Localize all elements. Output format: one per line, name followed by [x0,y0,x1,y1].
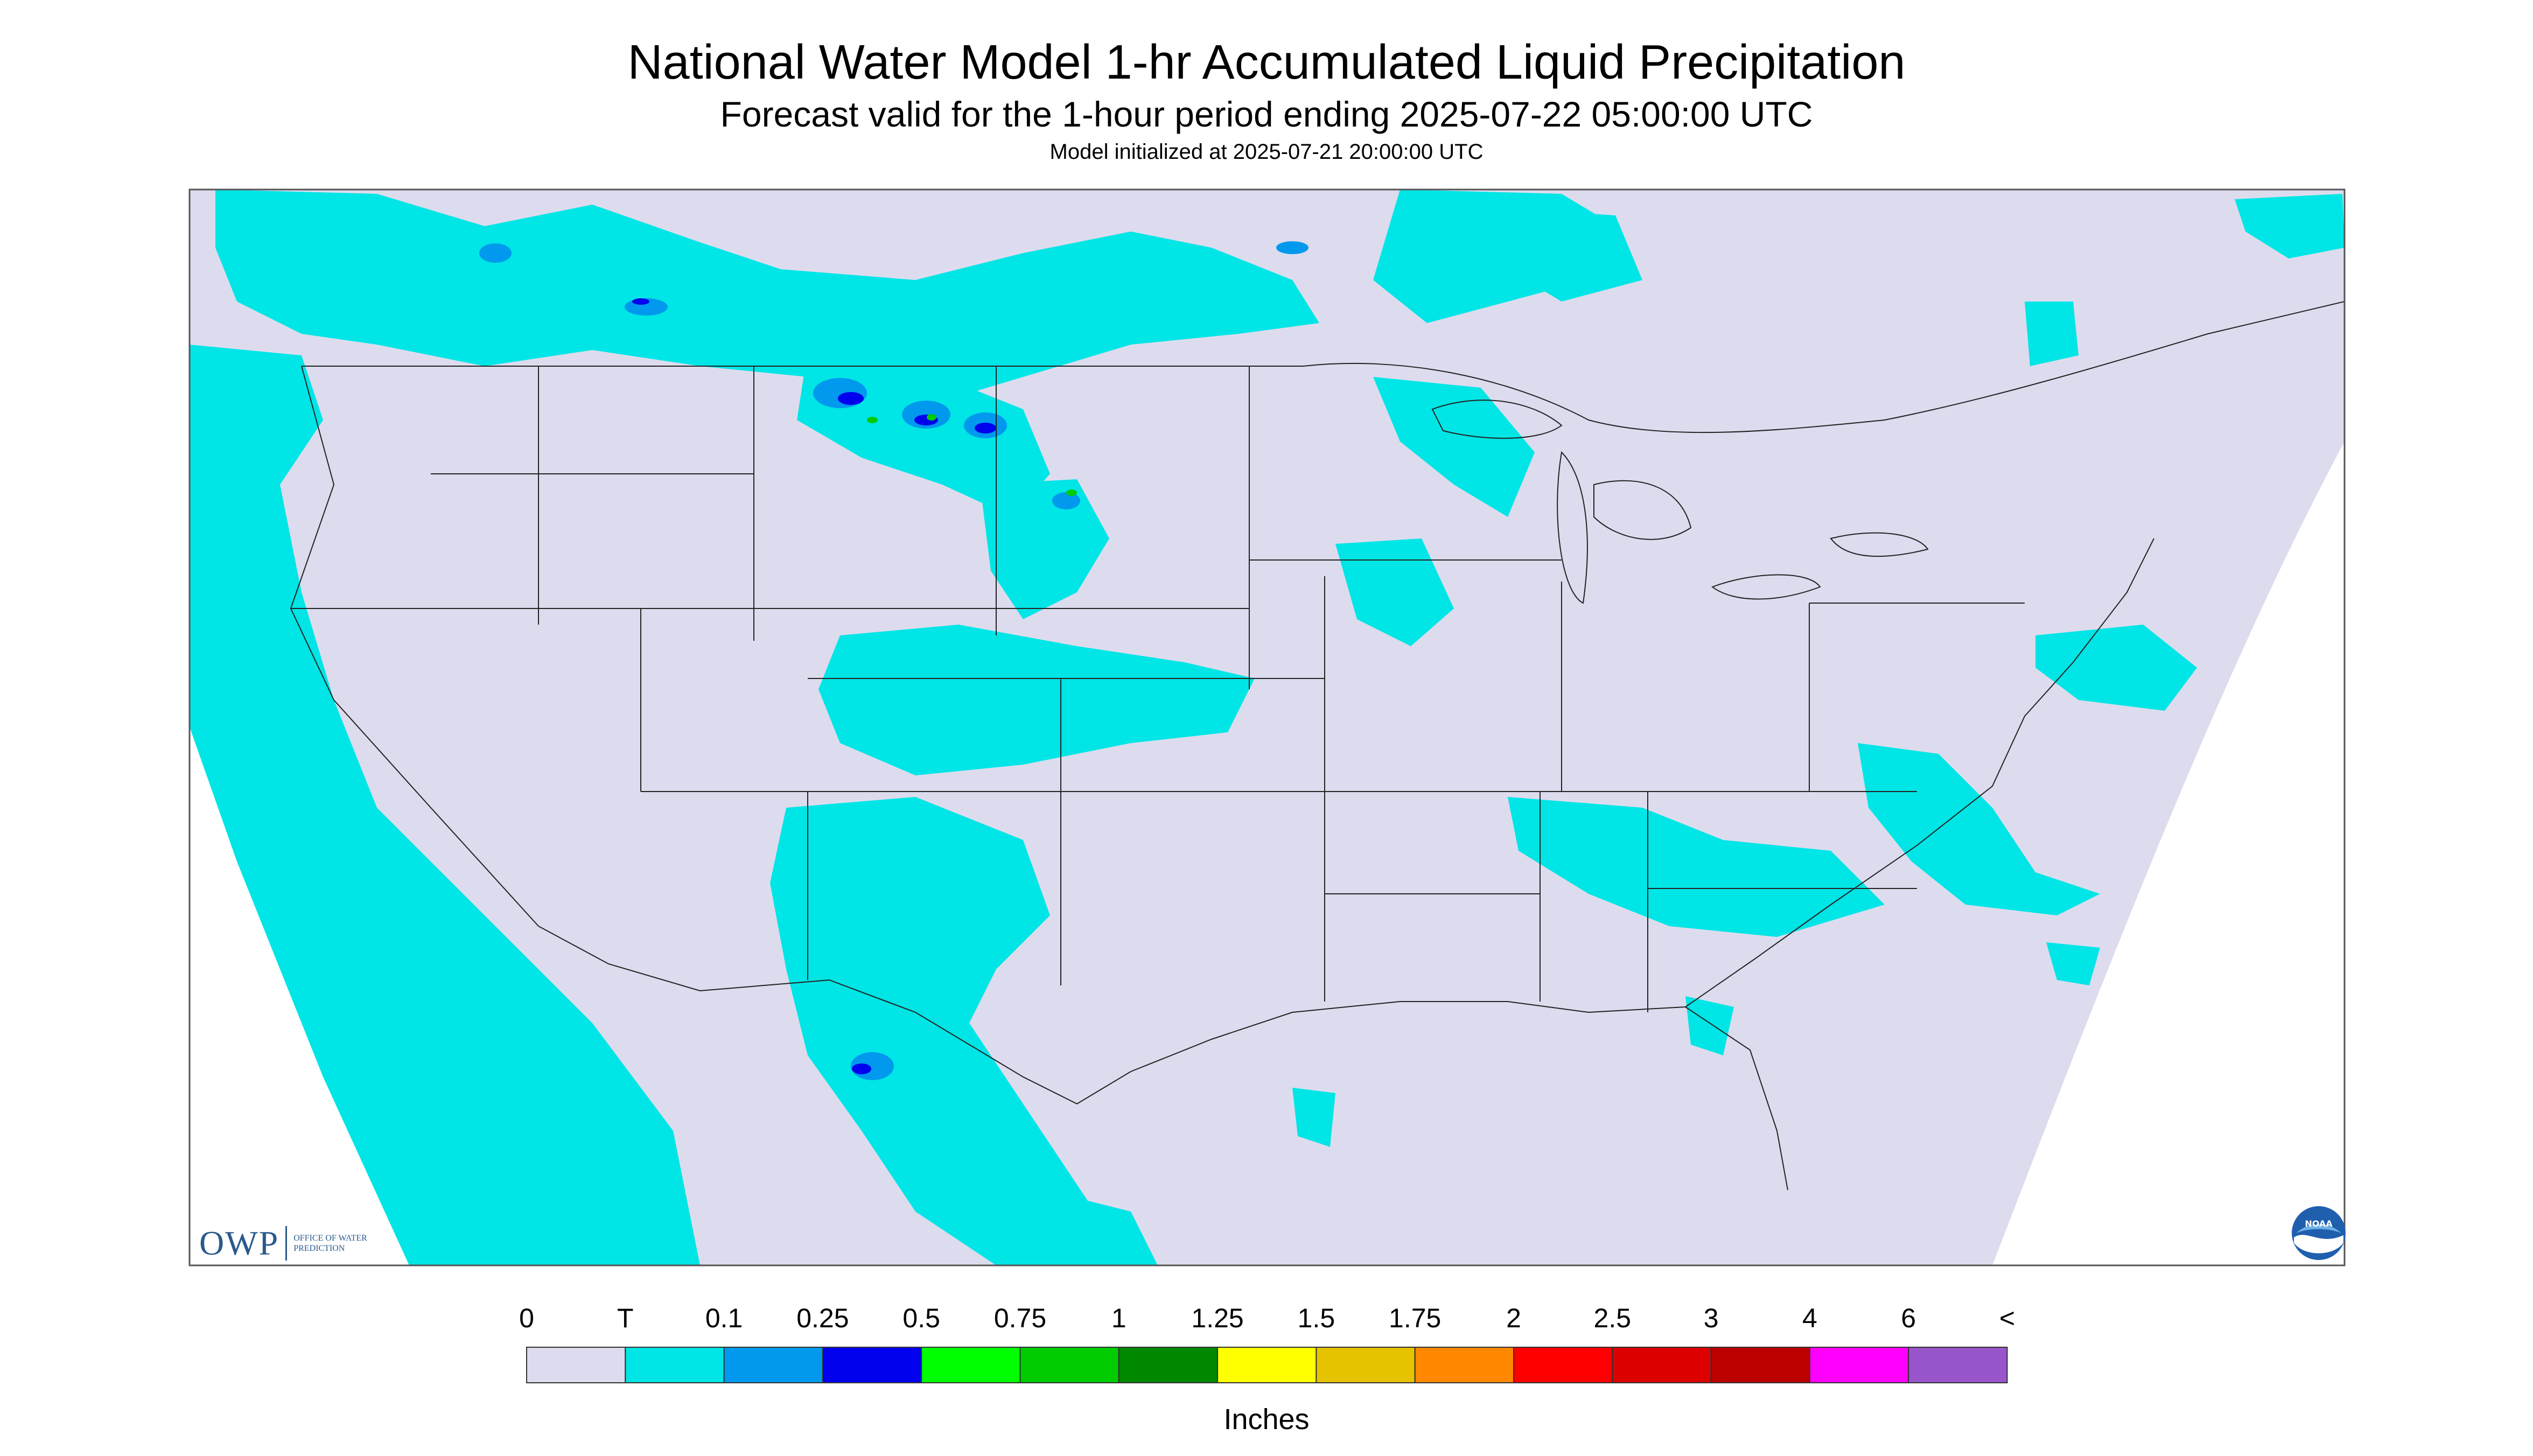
pacific-precip-region [190,345,700,1265]
legend-swatch [1612,1347,1712,1383]
legend-swatch [1710,1347,1810,1383]
iowa-precip [1335,538,1454,646]
legend-tick-label: 0.25 [796,1303,849,1333]
pacific-offshore-band [190,571,474,1265]
map-frame [188,188,2346,1266]
northeast-offshore-precip [2035,625,2197,711]
legend-tick-label: 2 [1506,1303,1521,1333]
legend-tick-label: 4 [1802,1303,1817,1333]
owp-logo-mark: OWP [199,1224,279,1262]
noaa-logo-icon: NOAA [2292,1206,2346,1260]
legend-colorbar [526,1347,2008,1383]
owp-logo: OWP OFFICE OF WATER PREDICTION [199,1223,380,1263]
atlantic-spot-precip [2046,942,2100,985]
map-subtitle: Forecast valid for the 1-hour period end… [720,94,1813,134]
legend-tick-label: 1.75 [1389,1303,1442,1333]
legend-swatch [1809,1347,1909,1383]
legend-swatch [1019,1347,1119,1383]
legend-tick-label: 1.5 [1297,1303,1335,1333]
legend-tick-label: 1.25 [1191,1303,1244,1333]
owp-logo-name: OFFICE OF WATER PREDICTION [293,1234,367,1253]
legend-tick-label: 0 [519,1303,534,1333]
colorado-kansas-precip [818,625,1255,775]
legend-tick-label: 2.5 [1593,1303,1632,1333]
legend-tick-label: 0.1 [705,1303,743,1333]
legend-tick-label: 3 [1703,1303,1719,1333]
legend-tick-label: 6 [1901,1303,1916,1333]
legend-swatch [625,1347,725,1383]
outside-domain-right [1992,442,2345,1265]
legend-swatch [822,1347,922,1383]
map-title: National Water Model 1-hr Accumulated Li… [627,36,1906,89]
legend-swatch [526,1347,626,1383]
legend-swatch [1118,1347,1219,1383]
very-heavy-precip-cells [867,414,1077,496]
southeast-precip [1508,797,1885,937]
great-lakes [1431,400,1929,604]
legend-swatch [1217,1347,1317,1383]
southwest-precip [770,797,1131,1265]
legend-tick-label: 0.75 [993,1303,1047,1333]
legend-units-label: Inches [1223,1403,1310,1436]
legend-swatch [1316,1347,1416,1383]
ne-canada-precip [2235,194,2345,258]
owp-logo-divider [285,1226,288,1261]
legend-swatch [1908,1347,2008,1383]
nebraska-precip [980,479,1109,619]
legend-tick-label: 1 [1111,1303,1126,1333]
gulf-spot-precip [1292,1088,1335,1147]
model-init-line: Model initialized at 2025-07-21 20:00:00… [1049,140,1484,164]
legend-tick-label: T [617,1303,634,1333]
legend-swatch [1414,1347,1514,1383]
mid-atlantic-precip [1858,743,2100,915]
legend-tick-label: < [1999,1303,2016,1333]
noaa-logo-text: NOAA [2305,1219,2333,1229]
labrador-precip [2025,302,2079,366]
legend-swatch [723,1347,823,1383]
florida-precip [1685,996,1734,1055]
minnesota-precip [1373,377,1535,517]
mexico-gulf-precip [1023,1185,1158,1265]
legend-tick-label: 0.5 [902,1303,940,1333]
legend-swatch [921,1347,1021,1383]
quebec-precip [1454,205,1642,302]
legend-swatch [1513,1347,1613,1383]
boundary-lines [290,301,2345,1191]
